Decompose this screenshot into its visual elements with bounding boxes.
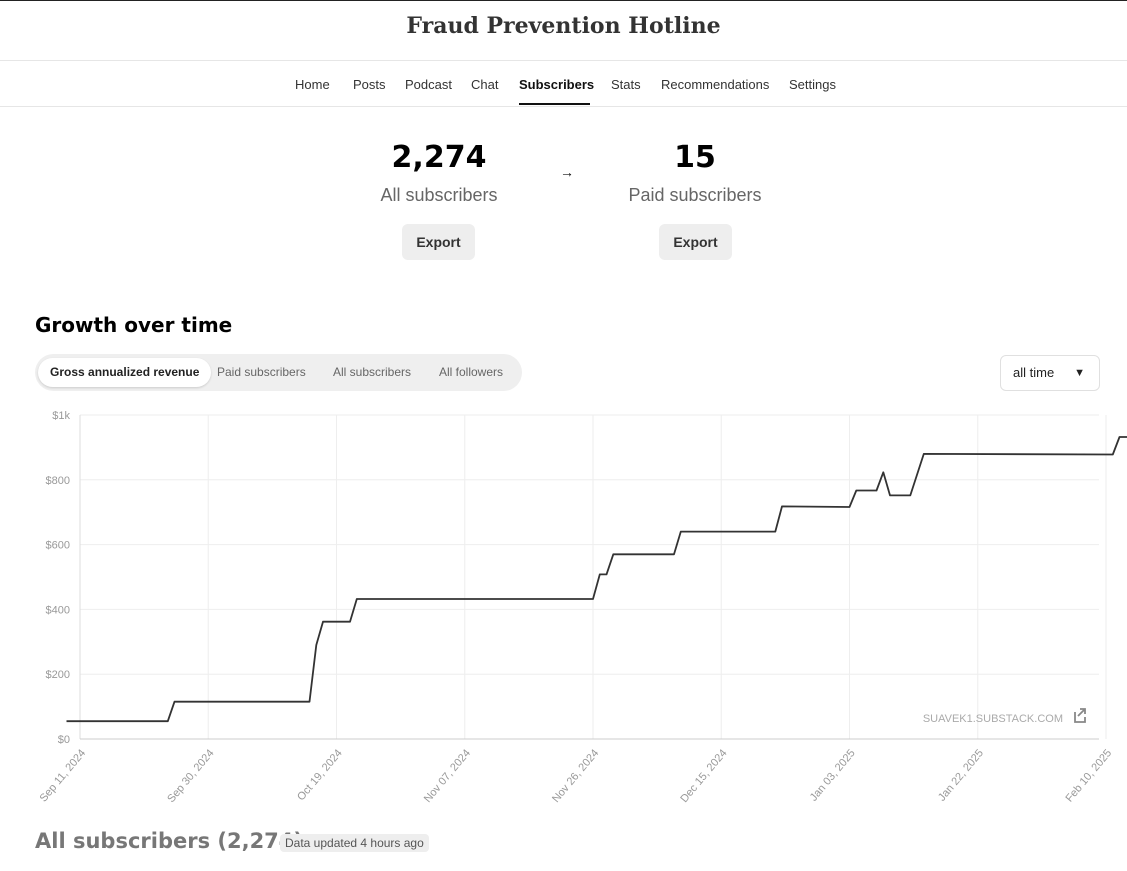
x-tick-label: Nov 26, 2024 — [550, 747, 601, 805]
x-tick-label: Feb 10, 2025 — [1063, 747, 1114, 804]
y-tick-label: $1k — [52, 410, 70, 422]
tab-all-followers[interactable]: All followers — [439, 365, 504, 379]
nav-stats[interactable]: Stats — [611, 77, 641, 92]
metric-toggle: Gross annualized revenue Paid subscriber… — [35, 354, 522, 391]
y-tick-label: $0 — [58, 734, 70, 746]
y-tick-label: $800 — [46, 475, 70, 487]
x-tick-label: Jan 22, 2025 — [936, 747, 986, 803]
x-tick-label: Oct 19, 2024 — [295, 747, 345, 803]
tab-all-subscribers[interactable]: All subscribers — [333, 365, 412, 379]
time-range-select[interactable]: all time ▼ — [1000, 355, 1100, 391]
growth-title: Growth over time — [35, 313, 233, 337]
y-tick-label: $200 — [46, 669, 70, 681]
y-tick-label: $600 — [46, 540, 70, 552]
data-updated-badge: Data updated 4 hours ago — [280, 834, 429, 852]
paid-subscribers-count: 15 — [674, 140, 716, 175]
x-tick-label: Sep 30, 2024 — [165, 747, 216, 805]
x-tick-label: Dec 15, 2024 — [678, 747, 729, 805]
paid-subscribers-stat: 15 Paid subscribers — [595, 140, 795, 206]
caret-down-icon: ▼ — [1074, 367, 1085, 379]
nav-subscribers[interactable]: Subscribers — [519, 77, 595, 92]
x-tick-label: Sep 11, 2024 — [38, 747, 89, 804]
export-all-button[interactable]: Export — [402, 224, 475, 260]
nav-podcast[interactable]: Podcast — [405, 77, 452, 92]
nav-home[interactable]: Home — [295, 77, 330, 92]
watermark-text: SUAVEK1.SUBSTACK.COM — [923, 713, 1063, 725]
publication-title[interactable]: Fraud Prevention Hotline — [406, 13, 721, 39]
tab-gross-annualized-revenue[interactable]: Gross annualized revenue — [38, 358, 212, 387]
export-paid-button[interactable]: Export — [659, 224, 732, 260]
external-link-icon[interactable] — [1074, 708, 1086, 723]
tab-paid-subscribers[interactable]: Paid subscribers — [217, 365, 306, 379]
main-nav: Home Posts Podcast Chat Subscribers Stat… — [0, 61, 1127, 107]
y-tick-label: $400 — [46, 604, 70, 616]
paid-subscribers-label: Paid subscribers — [628, 185, 762, 205]
header: Fraud Prevention Hotline — [0, 0, 1127, 61]
nav-chat[interactable]: Chat — [471, 77, 499, 92]
all-subscribers-count: 2,274 — [391, 140, 487, 175]
x-tick-label: Jan 03, 2025 — [808, 747, 858, 803]
arrow-right-icon: → — [560, 164, 574, 180]
nav-recommendations[interactable]: Recommendations — [661, 77, 770, 92]
active-tab-underline — [519, 103, 590, 105]
all-subscribers-stat: 2,274 All subscribers — [339, 140, 539, 206]
x-tick-label: Nov 07, 2024 — [422, 747, 473, 805]
all-subscribers-label: All subscribers — [380, 185, 498, 205]
nav-settings[interactable]: Settings — [789, 77, 836, 92]
time-range-value: all time — [1013, 365, 1055, 380]
revenue-line — [66, 436, 1127, 723]
nav-posts[interactable]: Posts — [353, 77, 386, 92]
all-subscribers-heading: All subscribers (2,274) — [35, 829, 304, 853]
